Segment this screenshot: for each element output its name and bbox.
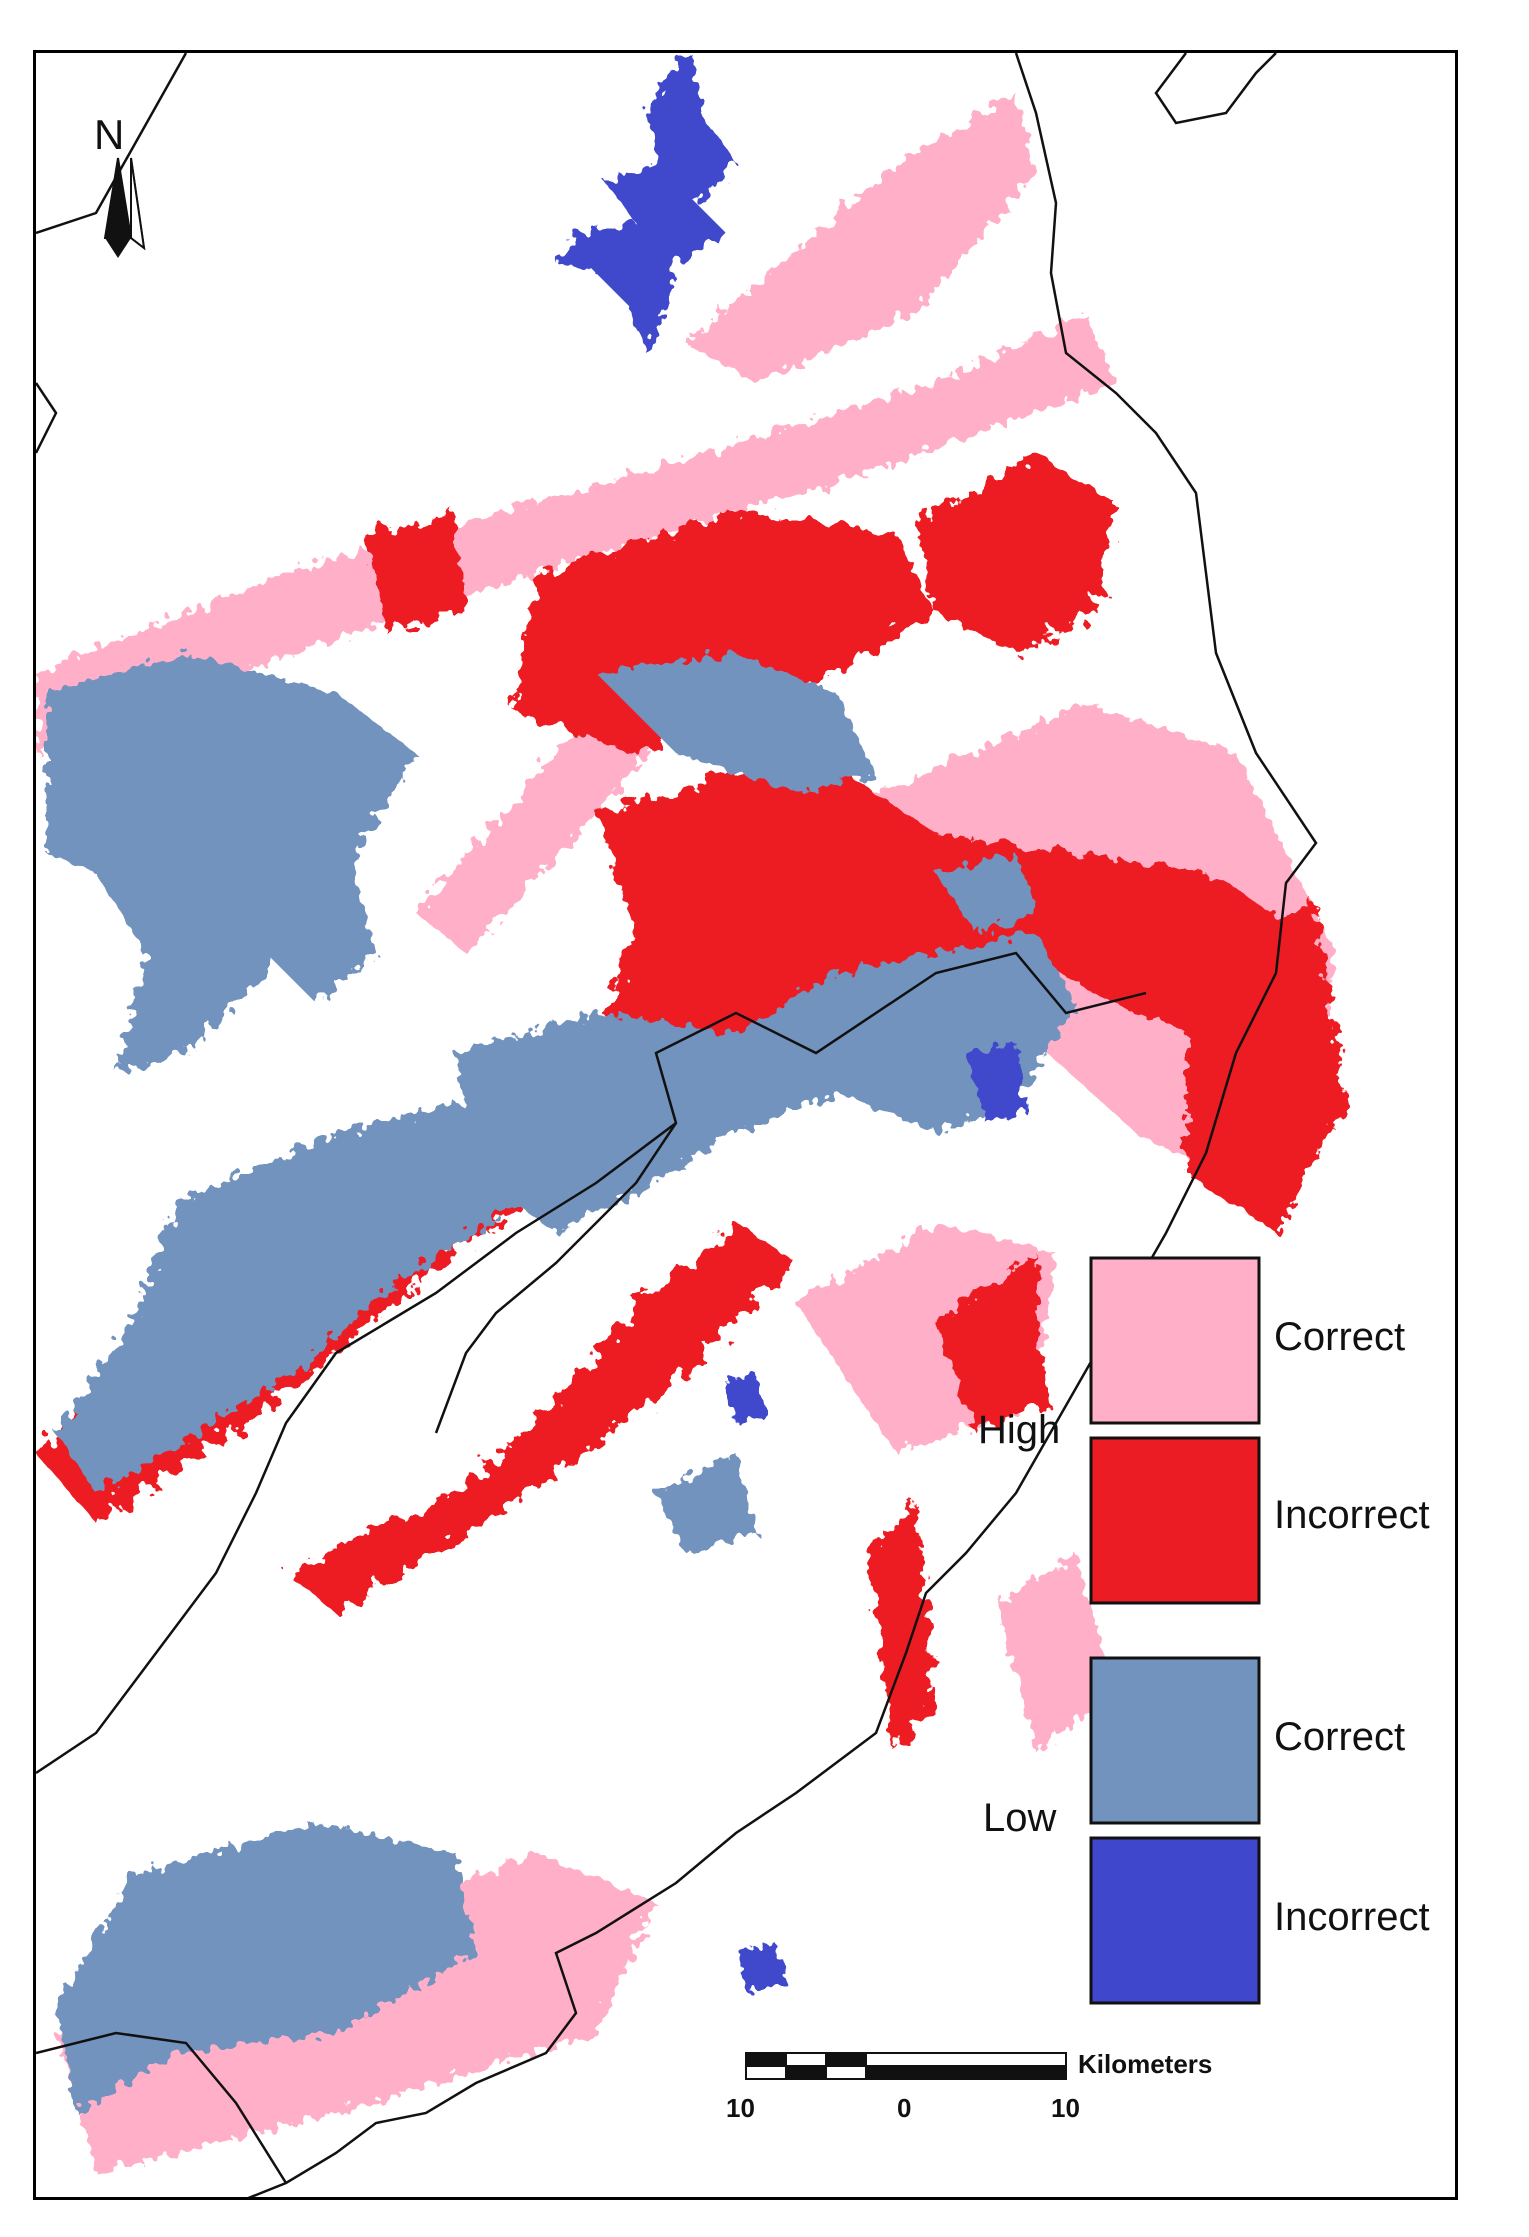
district-boundary <box>434 951 1147 1434</box>
scale-bar-unit: Kilometers <box>1078 2049 1213 2079</box>
northwest-boundary-2 <box>36 382 58 454</box>
scale-bar-label-right: 10 <box>1051 2093 1080 2123</box>
north-arrow-label: N <box>94 111 124 158</box>
legend-group-low-label: Low <box>983 1796 1057 1840</box>
district-boundary-south <box>36 2031 288 2184</box>
district-boundary-west <box>36 1122 677 1775</box>
low-incorrect-zones <box>556 58 1026 1993</box>
scale-bar-label-left: 10 <box>726 2093 755 2123</box>
legend-low-incorrect-label: Incorrect <box>1274 1895 1430 1939</box>
northwest-boundary <box>36 53 188 235</box>
scale-bar <box>745 2052 1067 2080</box>
northeast-boundary <box>1154 53 1277 125</box>
low-correct-zones <box>46 653 1076 2113</box>
map-frame: N High Correct Incorrect Low Correct Inc… <box>33 50 1458 2200</box>
map-canvas: N <box>36 53 1346 2197</box>
legend-group-high-label: High <box>978 1408 1061 1452</box>
boundary-lines <box>36 53 1318 2197</box>
legend-swatch-low-incorrect <box>1089 1836 1261 2005</box>
legend-swatch-high-incorrect <box>1089 1436 1261 1605</box>
scale-bar-label-center: 0 <box>897 2093 912 2123</box>
legend-swatch-low-correct <box>1089 1656 1261 1825</box>
legend-high-incorrect-label: Incorrect <box>1274 1493 1430 1537</box>
north-arrow: N <box>94 111 146 258</box>
legend-low-correct-label: Correct <box>1274 1715 1406 1759</box>
legend-swatch-high-correct <box>1089 1256 1261 1425</box>
legend-high-correct-label: Correct <box>1274 1315 1406 1359</box>
coastline <box>247 53 1318 2197</box>
